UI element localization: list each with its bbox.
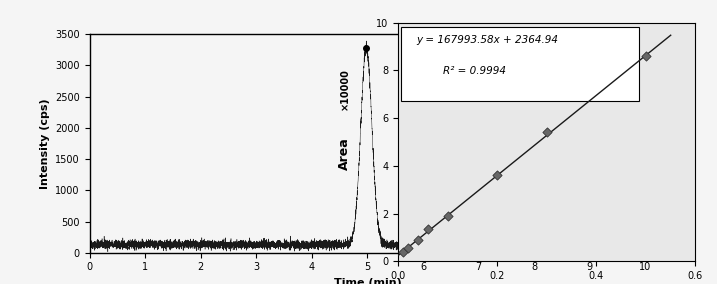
Text: y = 167993.58x + 2364.94: y = 167993.58x + 2364.94: [416, 35, 558, 45]
Point: [412, 237, 424, 242]
Point: [442, 214, 453, 218]
Point: [422, 227, 433, 231]
Point: [491, 173, 503, 178]
X-axis label: Time (min): Time (min): [333, 278, 402, 284]
Text: Area: Area: [338, 137, 351, 170]
Point: [640, 54, 652, 59]
Y-axis label: Intensity (cps): Intensity (cps): [39, 98, 49, 189]
Text: ×10000: ×10000: [339, 68, 349, 110]
Point: [402, 246, 414, 250]
Point: [397, 249, 409, 254]
Point: [541, 130, 553, 135]
Text: R² = 0.9994: R² = 0.9994: [442, 66, 505, 76]
FancyBboxPatch shape: [401, 28, 639, 101]
